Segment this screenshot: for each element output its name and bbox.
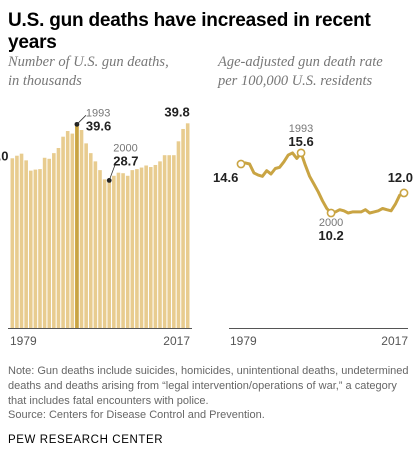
right-subtitle-line2: per 100,000 U.S. residents xyxy=(218,73,373,89)
bar-1980 xyxy=(15,155,19,328)
bar-1998 xyxy=(98,170,102,328)
left-subtitle-line2: in thousands xyxy=(8,73,82,89)
chart-title: U.S. gun deaths have increased in recent… xyxy=(8,10,371,53)
bar-peak-leader xyxy=(76,115,87,125)
line-low-marker xyxy=(326,208,336,218)
bar-1986 xyxy=(42,157,47,328)
bar-2004 xyxy=(125,175,130,328)
pew-research-center-logo: PEW RESEARCH CENTER xyxy=(8,434,164,446)
bar-1991 xyxy=(65,131,70,328)
bar-peak-value-label: 39.6 xyxy=(86,118,111,133)
bar-1990 xyxy=(61,136,65,328)
bar-1989 xyxy=(56,148,61,328)
bar-2001 xyxy=(112,175,116,328)
bar-2008 xyxy=(144,165,148,328)
source-line: Source: Centers for Disease Control and … xyxy=(8,409,265,421)
bar-2006 xyxy=(135,169,139,328)
bar-2007 xyxy=(139,167,144,328)
line-start-marker xyxy=(236,159,246,169)
bar-1983 xyxy=(28,170,33,328)
line-label-start: 14.6 xyxy=(213,170,238,185)
bar-1997 xyxy=(93,161,98,328)
left-panel-subtitle: Number of U.S. gun deaths, in thousands xyxy=(8,53,169,91)
bar-x-start-label: 1979 xyxy=(10,334,37,348)
bar-1995 xyxy=(84,143,88,328)
bar-1987 xyxy=(47,158,52,328)
line-low-value-label: 10.2 xyxy=(318,228,343,243)
bar-label-end: 39.8 xyxy=(164,104,189,119)
line-peak-marker xyxy=(296,148,306,158)
rate-line xyxy=(239,151,406,215)
bar-low-year-label: 2000 xyxy=(113,142,137,154)
line-x-start-label: 1979 xyxy=(230,334,257,348)
bar-2016 xyxy=(181,128,185,328)
bar-2000 xyxy=(107,180,112,328)
bar-2013 xyxy=(167,155,172,328)
bar-2014 xyxy=(172,155,176,328)
bar-low-leader xyxy=(108,164,116,181)
bar-2015 xyxy=(176,141,181,328)
line-x-end-label: 2017 xyxy=(381,334,408,348)
bar-1982 xyxy=(24,160,28,328)
bar-2017 xyxy=(185,123,190,328)
bar-2002 xyxy=(116,172,121,328)
bar-2009 xyxy=(148,167,153,328)
footnote: Note: Gun deaths include suicides, homic… xyxy=(8,365,409,407)
right-subtitle-line1: Age-adjusted gun death rate xyxy=(218,54,383,70)
line-peak-year-label: 1993 xyxy=(289,123,313,135)
line-label-end: 12.0 xyxy=(388,170,413,185)
bar-peak-year-label: 1993 xyxy=(86,107,110,119)
bar-1992 xyxy=(70,133,75,328)
bar-peak-highlight xyxy=(75,124,79,328)
bar-2012 xyxy=(162,155,167,328)
line-end-marker xyxy=(399,188,409,198)
bar-1996 xyxy=(88,153,93,328)
line-low-year-label: 2000 xyxy=(319,217,343,229)
bar-low-value-label: 28.7 xyxy=(113,153,138,168)
bar-2005 xyxy=(130,170,135,328)
bar-2011 xyxy=(158,161,162,328)
bar-1979 xyxy=(10,158,15,328)
bar-1988 xyxy=(52,153,56,328)
charts-canvas: 1979201733.0199339.6200028.739.819792017… xyxy=(0,104,413,348)
line-peak-value-label: 15.6 xyxy=(288,134,313,149)
bar-x-end-label: 2017 xyxy=(163,334,190,348)
left-subtitle-line1: Number of U.S. gun deaths, xyxy=(8,54,169,70)
bar-label-start: 33.0 xyxy=(0,148,9,163)
bar-1994 xyxy=(79,130,84,328)
bar-2010 xyxy=(153,164,158,328)
bar-2003 xyxy=(121,173,125,328)
bar-1985 xyxy=(38,169,42,328)
bar-1981 xyxy=(19,153,24,328)
bar-1984 xyxy=(33,169,38,328)
bar-1999 xyxy=(102,179,107,328)
right-panel-subtitle: Age-adjusted gun death rate per 100,000 … xyxy=(218,53,383,91)
